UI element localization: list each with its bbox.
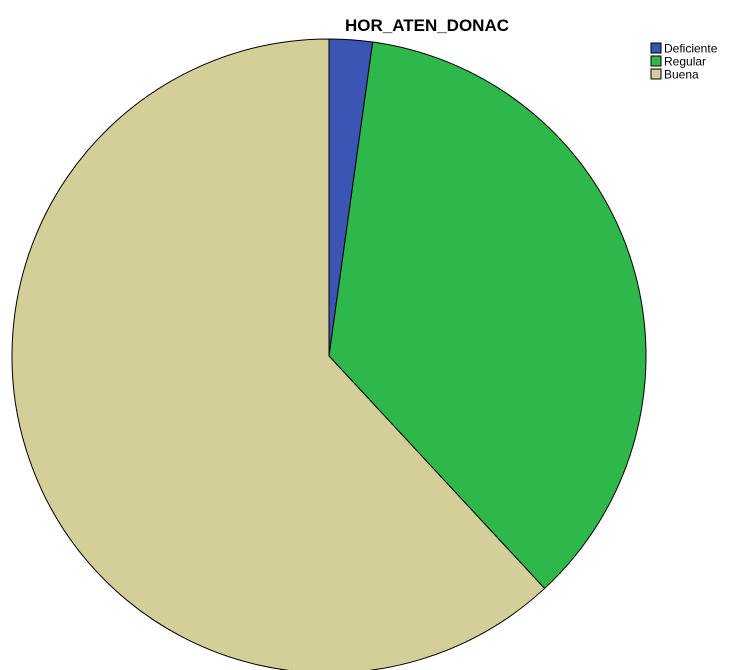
legend-swatch-regular <box>650 55 662 67</box>
pie-slice-regular <box>328 41 647 589</box>
chart-title: HOR_ATEN_DONAC <box>345 16 509 35</box>
legend-swatch-buena <box>650 68 662 80</box>
legend-label-deficiente: Deficiente <box>664 42 718 56</box>
legend-label-regular: Regular <box>664 55 706 69</box>
pie-slice-buena <box>11 38 546 670</box>
pie-slices <box>11 38 647 670</box>
legend-label-buena: Buena <box>664 68 699 82</box>
legend-swatch-deficiente <box>650 42 662 54</box>
